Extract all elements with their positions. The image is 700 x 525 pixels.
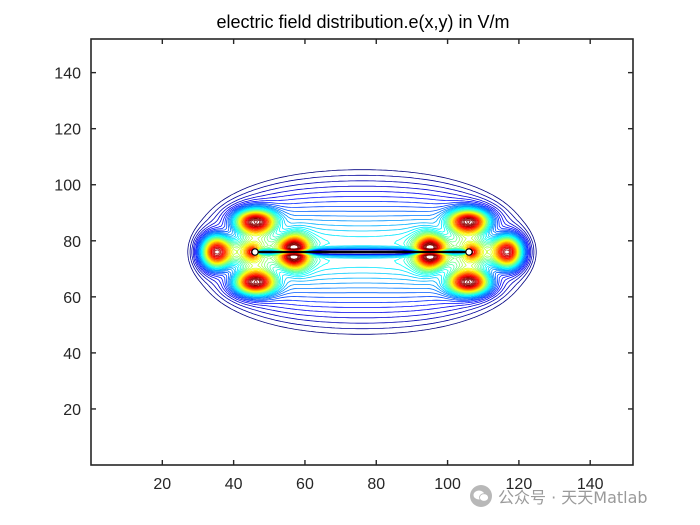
- y-tick-label: 100: [54, 178, 81, 195]
- watermark-text: 公众号 · 天天Matlab: [498, 488, 648, 507]
- axes-box: [90, 38, 634, 466]
- y-tick-label: 60: [63, 290, 81, 307]
- contour-lines: [187, 169, 537, 335]
- plate-layer: [251, 248, 473, 256]
- plate-tip: [251, 248, 259, 256]
- x-tick-label: 20: [153, 476, 171, 493]
- x-tick-label: 40: [225, 476, 243, 493]
- x-tick-label: 140: [577, 476, 604, 493]
- chart-title: electric field distribution.e(x,y) in V/…: [216, 12, 509, 32]
- x-tick-label: 100: [434, 476, 461, 493]
- axis-ticks: 20 40 60 80 100 120 140 20 40 60 80 100 120 140: [54, 39, 633, 493]
- contour-level: [203, 210, 521, 294]
- contour-level: [204, 210, 520, 294]
- y-tick-label: 140: [54, 66, 81, 83]
- contour-level: [253, 220, 471, 284]
- contour-level: [203, 209, 521, 295]
- x-tick-label: 80: [367, 476, 385, 493]
- x-tick-label: 120: [506, 476, 533, 493]
- watermark: 公众号 · 天天Matlab: [470, 484, 648, 508]
- wechat-icon: [470, 485, 492, 507]
- x-tick-label: 60: [296, 476, 314, 493]
- y-tick-label: 20: [63, 402, 81, 419]
- y-tick-label: 40: [63, 346, 81, 363]
- y-tick-label: 120: [54, 122, 81, 139]
- contour-level: [199, 205, 525, 299]
- y-tick-label: 80: [63, 234, 81, 251]
- plate-tip: [465, 248, 473, 256]
